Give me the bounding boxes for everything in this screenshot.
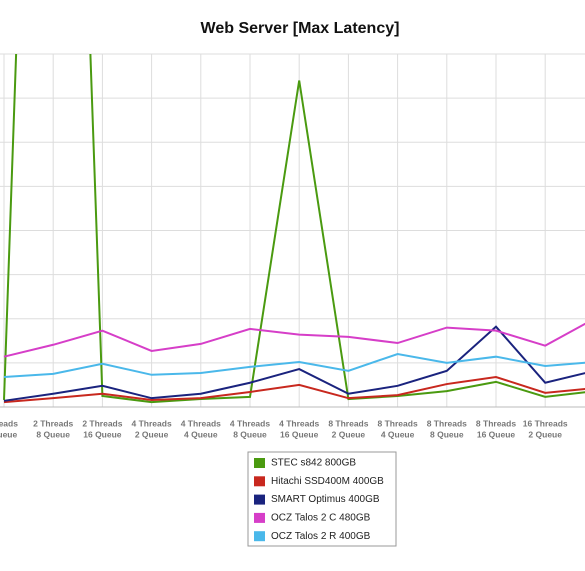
x-tick-label: 4 Threads <box>181 418 221 428</box>
legend: STEC s842 800GB Hitachi SSD400M 400GB SMAR… <box>254 458 384 542</box>
x-tick-label: 8 Queue <box>233 429 267 439</box>
series-line <box>3 325 585 402</box>
legend-swatch <box>254 458 265 468</box>
x-tick-label: 16 Queue <box>83 429 122 439</box>
x-tick-label: 8 Threads <box>378 418 418 428</box>
x-tick-label: 2 Queue <box>135 429 169 439</box>
x-tick-label: hreads <box>0 418 18 428</box>
legend-swatch <box>254 476 265 487</box>
x-tick-label: 16 Threads <box>523 418 568 428</box>
x-tick-label: 2 Queue <box>528 429 562 439</box>
legend-swatch <box>254 531 265 542</box>
legend-label: Hitachi SSD400M 400GB <box>271 476 384 487</box>
legend-label: OCZ Talos 2 R 400GB <box>271 531 371 542</box>
grid <box>0 53 585 408</box>
x-tick-label: 2 Threads <box>33 418 73 428</box>
x-tick-label: 16 Queue <box>477 429 516 439</box>
chart-title: Web Server [Max Latency] <box>201 20 400 37</box>
x-tick-label: 4 Threads <box>230 418 270 428</box>
x-tick-label: 2 Threads <box>82 418 122 428</box>
legend-label: STEC s842 800GB <box>271 458 356 469</box>
series-line <box>3 322 585 358</box>
legend-swatch <box>254 494 265 505</box>
x-tick-label: 8 Threads <box>476 418 516 428</box>
x-tick-label: 8 Threads <box>427 418 467 428</box>
x-tick-label: Queue <box>0 429 17 439</box>
x-tick-label: 4 Threads <box>279 418 319 428</box>
x-tick-label: 4 Queue <box>184 429 218 439</box>
series-line <box>3 353 585 378</box>
x-tick-label: 4 Threads <box>132 418 172 428</box>
x-tick-label: 8 Threads <box>328 418 368 428</box>
legend-box <box>247 451 397 547</box>
series-line <box>3 54 585 404</box>
x-tick-label: 8 Queue <box>36 429 70 439</box>
legend-label: OCZ Talos 2 C 480GB <box>271 513 371 524</box>
plot-area <box>3 54 585 404</box>
x-tick-label: 2 Queue <box>332 429 366 439</box>
x-tick-label: 8 Queue <box>430 429 464 439</box>
legend-label: SMART Optimus 400GB <box>271 494 380 505</box>
x-tick-label: 4 Queue <box>381 429 415 439</box>
legend-swatch <box>254 512 265 523</box>
series-line <box>3 375 585 404</box>
x-tick-label: 16 Queue <box>280 429 319 439</box>
